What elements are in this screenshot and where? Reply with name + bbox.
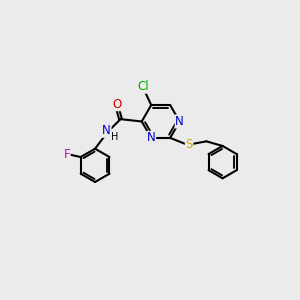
Text: N: N — [102, 124, 111, 137]
Text: S: S — [185, 138, 193, 151]
Text: H: H — [112, 132, 119, 142]
Text: F: F — [64, 148, 70, 161]
Text: O: O — [112, 98, 122, 111]
Text: N: N — [175, 115, 184, 128]
Text: Cl: Cl — [137, 80, 149, 93]
Text: N: N — [147, 131, 156, 144]
